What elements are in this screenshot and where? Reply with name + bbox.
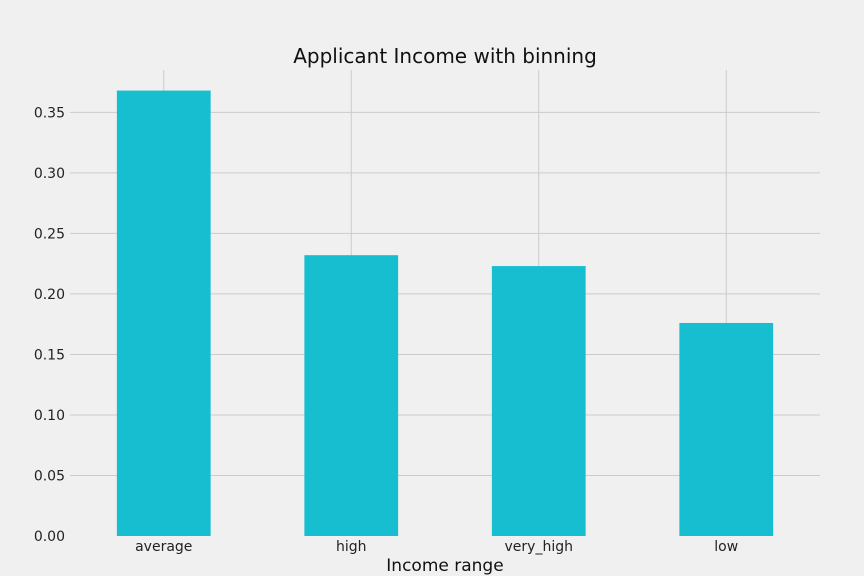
y-tick-label: 0.30 [34,166,65,182]
y-axis-ticks: 0.00 0.05 0.10 0.15 0.20 0.25 0.30 0.35 [34,105,65,545]
x-tick-label: high [336,539,367,555]
x-axis-label: Income range [386,556,503,576]
y-tick-label: 0.35 [34,105,65,121]
y-tick-label: 0.20 [34,287,65,303]
y-tick-label: 0.00 [34,529,65,545]
bar-average [116,90,211,536]
bar-very_high [491,266,586,536]
bar-high [304,255,399,536]
y-tick-label: 0.05 [34,468,65,484]
x-tick-label: average [135,539,192,555]
y-tick-label: 0.10 [34,408,65,424]
bars [116,90,774,536]
chart-title: Applicant Income with binning [293,44,597,68]
y-tick-label: 0.25 [34,226,65,242]
y-tick-label: 0.15 [34,347,65,363]
bar-low [679,322,774,536]
x-tick-label: very_high [505,539,573,555]
x-tick-label: low [714,539,738,555]
x-axis-ticks: average high very_high low [135,539,738,555]
